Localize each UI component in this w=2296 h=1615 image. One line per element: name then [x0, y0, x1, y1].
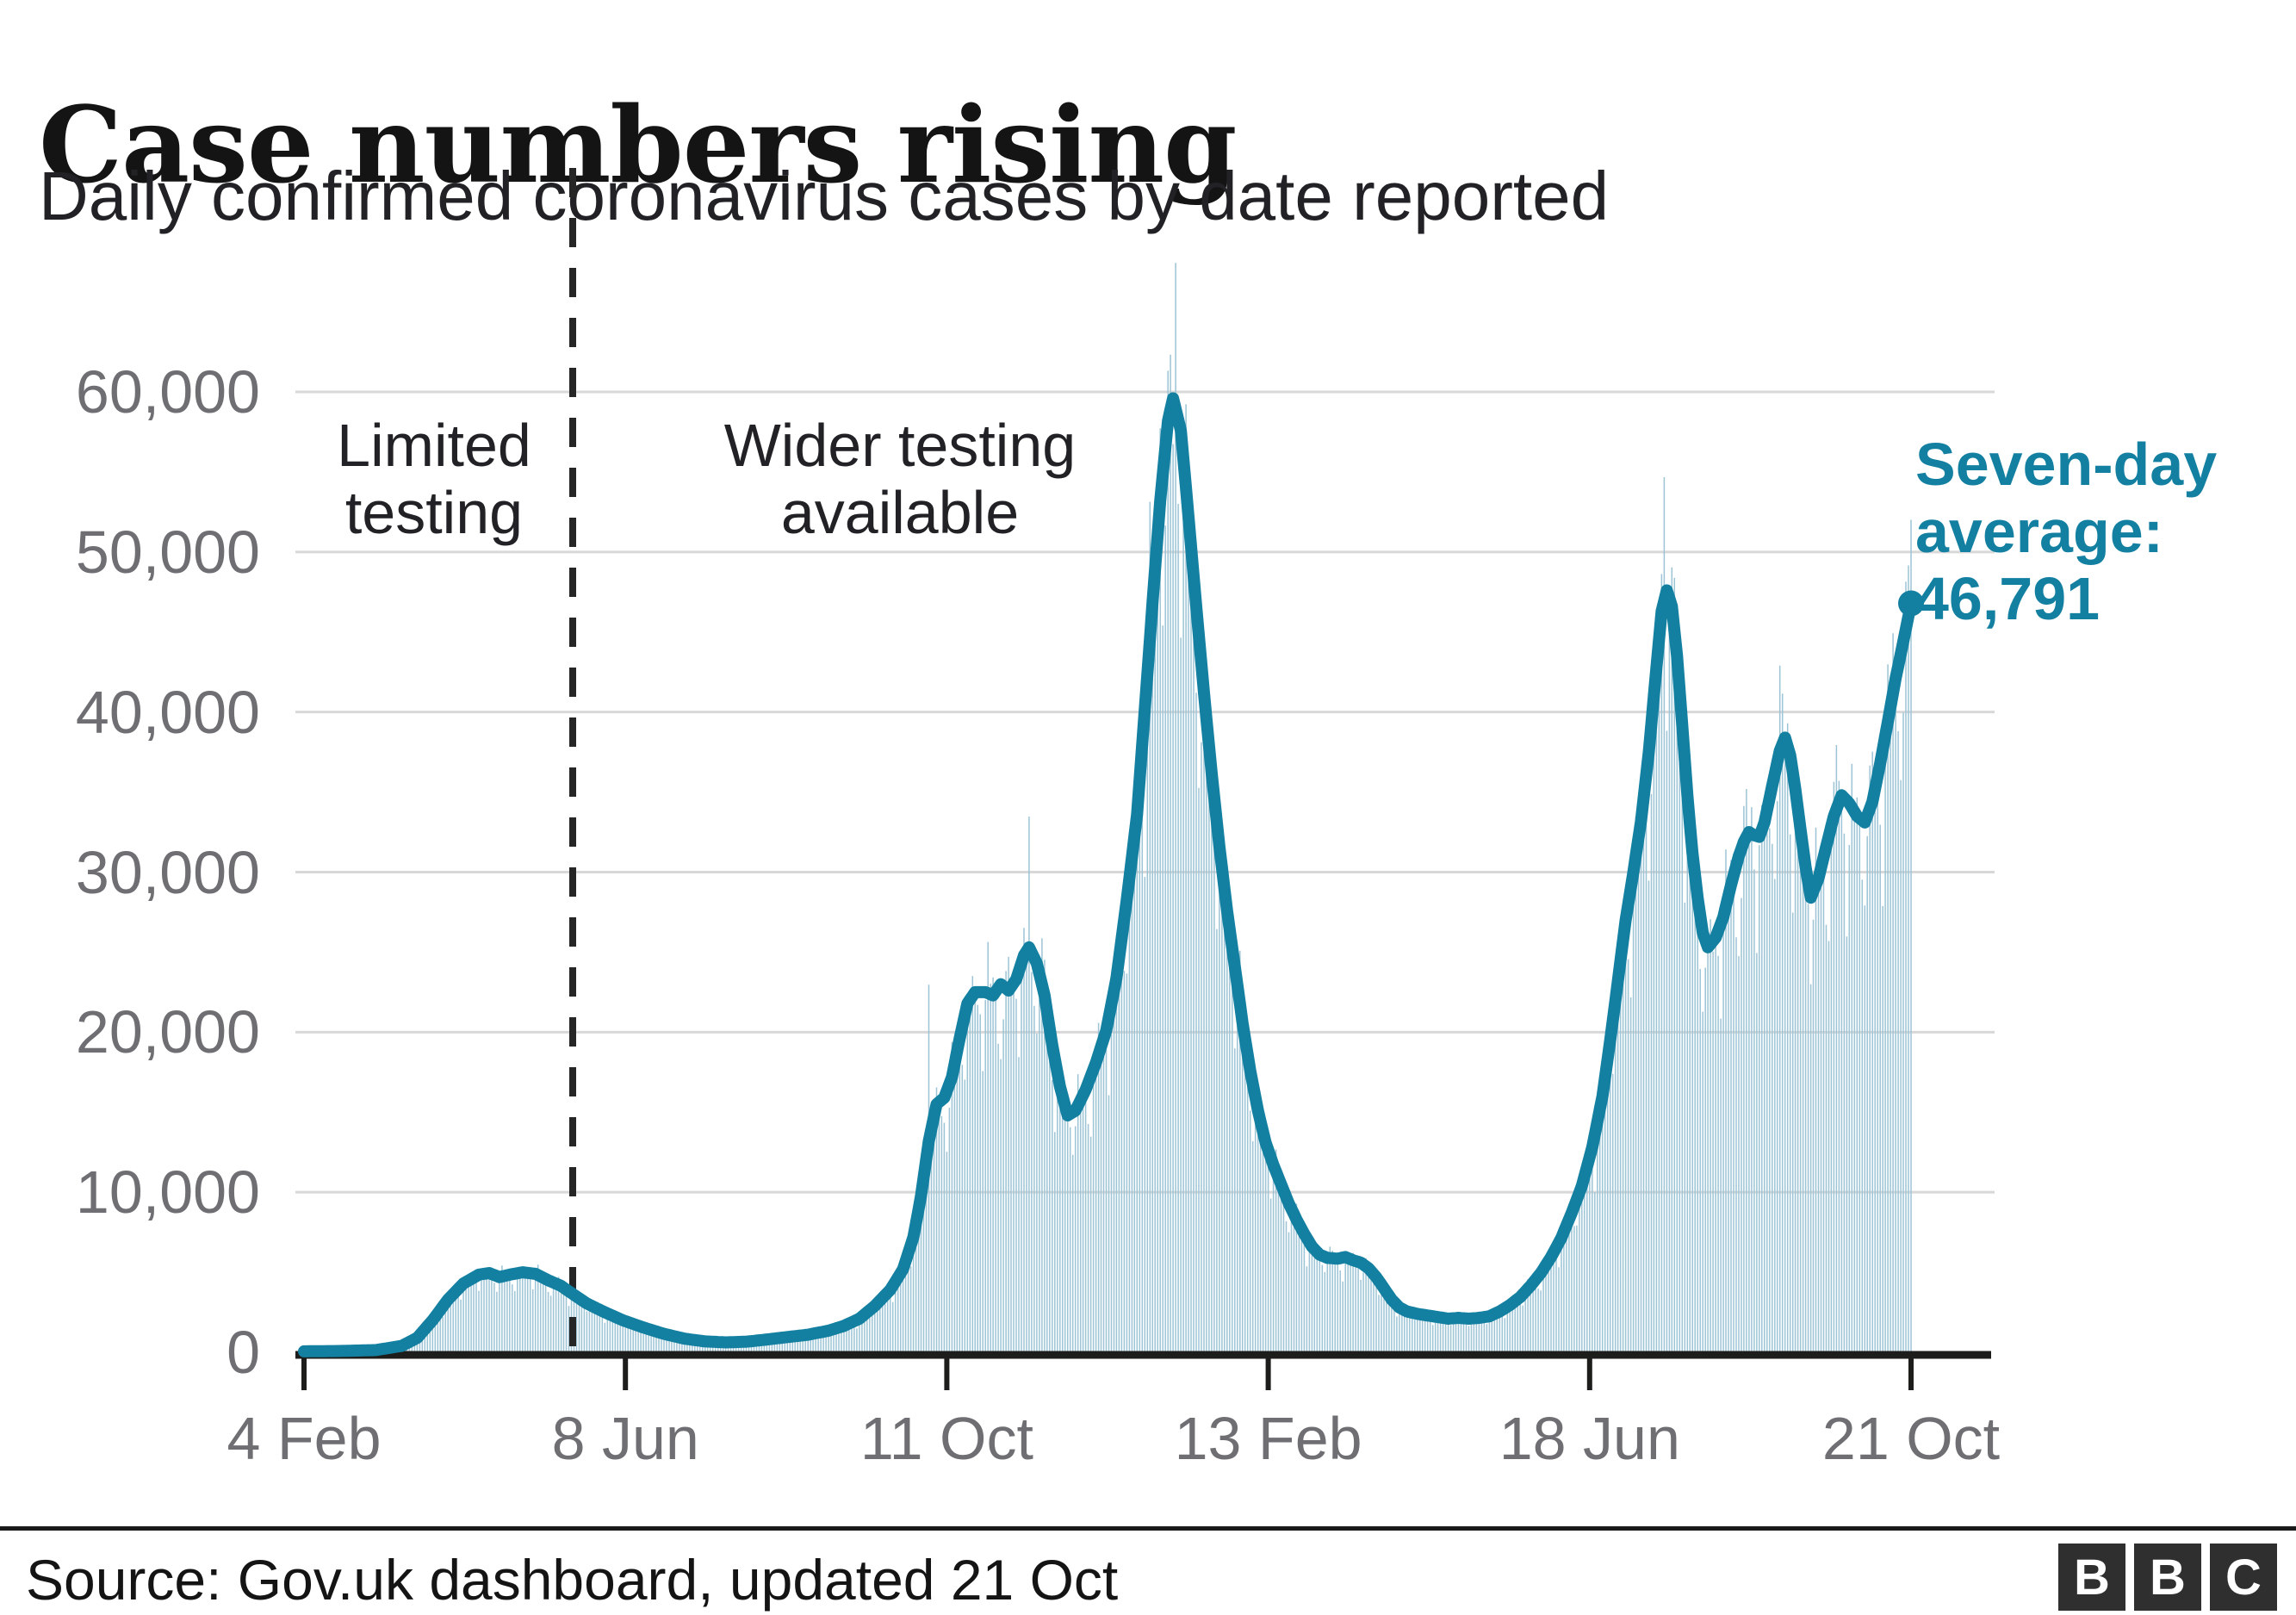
- bbc-logo-box-3: C: [2210, 1544, 2277, 1611]
- wider-testing-label: Wider testing available: [723, 412, 1077, 546]
- x-axis-label-8-Jun: 8 Jun: [551, 1405, 699, 1472]
- y-axis-label-60000: 60,000: [75, 358, 260, 425]
- x-axis-label-18-Jun: 18 Jun: [1499, 1405, 1680, 1472]
- y-axis-label-50000: 50,000: [75, 518, 260, 586]
- x-axis-label-21-Oct: 21 Oct: [1821, 1405, 2001, 1472]
- source-attribution: Source: Gov.uk dashboard, updated 21 Oct: [26, 1548, 1119, 1612]
- y-axis-label-10000: 10,000: [75, 1158, 260, 1227]
- footer-divider: [0, 1526, 2296, 1531]
- seven-day-average-line: [298, 392, 1917, 1357]
- page-title: Case numbers rising: [39, 82, 1237, 207]
- bbc-logo-box-2: B: [2134, 1544, 2201, 1611]
- y-axis-label-0: 0: [226, 1319, 260, 1386]
- x-axis-label-11-Oct: 11 Oct: [859, 1405, 1033, 1472]
- y-axis-label-20000: 20,000: [75, 998, 260, 1066]
- chart-subtitle: Daily confirmed coronavirus cases by dat…: [39, 158, 1610, 234]
- y-axis-label-30000: 30,000: [75, 838, 260, 906]
- x-axis-label-4-Feb: 4 Feb: [226, 1405, 382, 1472]
- bbc-logo-box-1: B: [2058, 1544, 2125, 1611]
- limited-testing-label: Limited testing: [337, 412, 531, 546]
- y-axis-label-40000: 40,000: [75, 678, 260, 746]
- x-axis-label-13-Feb: 13 Feb: [1174, 1405, 1362, 1472]
- seven-day-average-annotation: Seven-day average: 46,791: [1915, 431, 2218, 632]
- endpoint-dot: [1898, 590, 1924, 617]
